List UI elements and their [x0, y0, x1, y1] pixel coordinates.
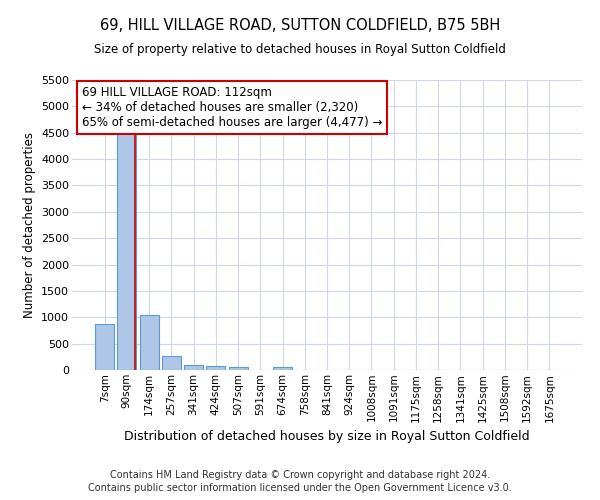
- Bar: [118, 80, 136, 370]
- Text: 69 HILL VILLAGE ROAD: 112sqm
← 34% of detached houses are smaller (2,320)
65% of: 69 HILL VILLAGE ROAD: 112sqm ← 34% of de…: [82, 86, 383, 129]
- Bar: [140, 314, 158, 370]
- Bar: [273, 368, 292, 370]
- Bar: [162, 356, 181, 370]
- Bar: [229, 368, 248, 370]
- Bar: [206, 366, 225, 370]
- Text: Contains HM Land Registry data © Crown copyright and database right 2024.: Contains HM Land Registry data © Crown c…: [110, 470, 490, 480]
- Text: Contains public sector information licensed under the Open Government Licence v3: Contains public sector information licen…: [88, 483, 512, 493]
- Bar: [184, 364, 203, 370]
- Text: Size of property relative to detached houses in Royal Sutton Coldfield: Size of property relative to detached ho…: [94, 42, 506, 56]
- Bar: [95, 324, 114, 370]
- X-axis label: Distribution of detached houses by size in Royal Sutton Coldfield: Distribution of detached houses by size …: [124, 430, 530, 443]
- Text: 69, HILL VILLAGE ROAD, SUTTON COLDFIELD, B75 5BH: 69, HILL VILLAGE ROAD, SUTTON COLDFIELD,…: [100, 18, 500, 32]
- Y-axis label: Number of detached properties: Number of detached properties: [23, 132, 35, 318]
